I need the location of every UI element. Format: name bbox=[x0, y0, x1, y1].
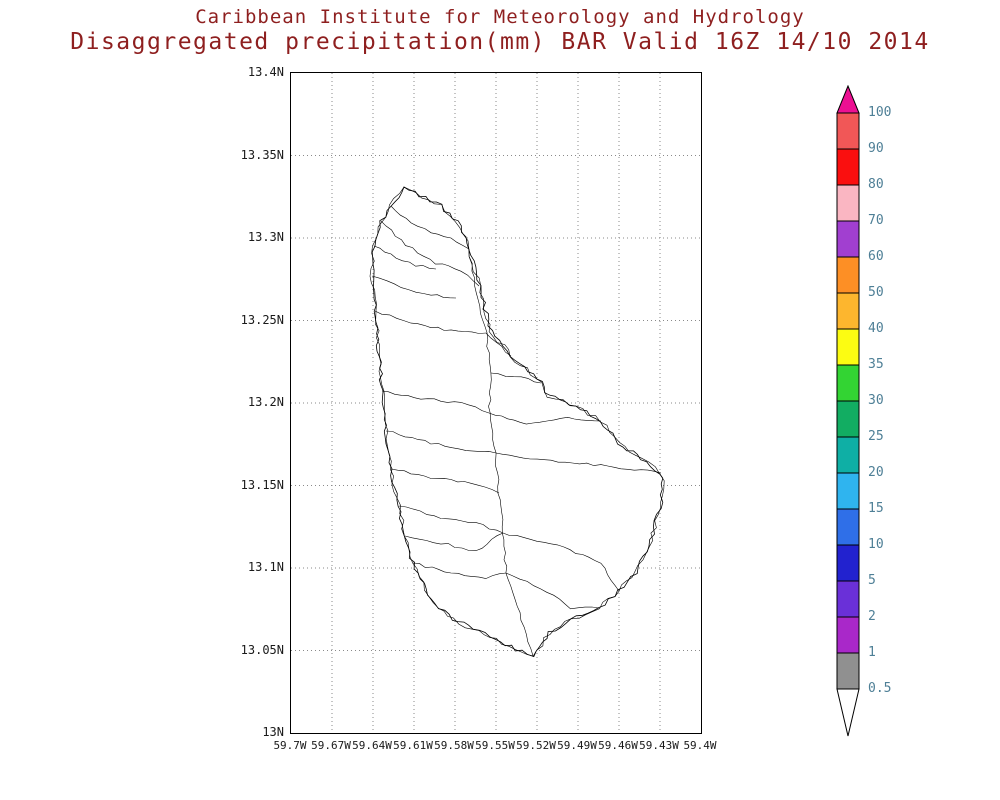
barbados-map bbox=[291, 73, 701, 733]
y-axis-tick-label: 13.3N bbox=[247, 230, 284, 244]
colorbar-tick-label: 30 bbox=[868, 393, 884, 408]
y-axis-tick-label: 13N bbox=[262, 725, 284, 739]
x-axis-tick-label: 59.46W bbox=[598, 739, 638, 752]
colorbar-segment bbox=[836, 292, 860, 330]
colorbar-tick-label: 35 bbox=[868, 357, 884, 372]
colorbar-tick-label: 15 bbox=[868, 501, 884, 516]
watershed-boundary-line bbox=[373, 245, 437, 270]
x-axis-tick-label: 59.49W bbox=[557, 739, 597, 752]
watershed-boundary-line bbox=[390, 205, 470, 250]
x-axis-tick-label: 59.43W bbox=[639, 739, 679, 752]
colorbar-segment bbox=[836, 616, 860, 654]
watershed-boundary-line bbox=[380, 220, 480, 287]
x-axis-tick-label: 59.61W bbox=[393, 739, 433, 752]
colorbar-segment bbox=[836, 652, 860, 690]
colorbar-tick-label: 25 bbox=[868, 429, 884, 444]
x-axis-tick-label: 59.7W bbox=[273, 739, 307, 752]
island-coastline-detail bbox=[369, 186, 665, 657]
watershed-boundary-line bbox=[505, 572, 600, 610]
y-axis-tick-label: 13.15N bbox=[240, 477, 284, 492]
watershed-boundary-line bbox=[398, 505, 504, 534]
island-coastline bbox=[371, 186, 664, 658]
watershed-boundary-line bbox=[490, 372, 542, 384]
colorbar-segment bbox=[836, 364, 860, 402]
colorbar-tick-label: 50 bbox=[868, 285, 884, 300]
colorbar-tick-label: 5 bbox=[868, 573, 876, 588]
colorbar-segment bbox=[836, 508, 860, 546]
colorbar-segment bbox=[836, 328, 860, 366]
y-axis-tick-label: 13.2N bbox=[247, 395, 284, 409]
x-axis-tick-label: 59.64W bbox=[352, 739, 392, 752]
colorbar-arrow-top bbox=[836, 85, 860, 114]
watershed-boundary-line bbox=[390, 468, 500, 494]
colorbar-segment bbox=[836, 580, 860, 618]
x-axis-tick-label: 59.58W bbox=[434, 739, 474, 752]
colorbar-segment bbox=[836, 400, 860, 438]
colorbar-tick-label: 70 bbox=[868, 213, 884, 228]
colorbar-segment bbox=[836, 220, 860, 258]
watershed-boundary-line bbox=[374, 310, 487, 334]
watershed-boundary-line bbox=[485, 332, 512, 357]
map-plot-area bbox=[290, 72, 702, 734]
y-axis-tick-label: 13.4N bbox=[247, 65, 284, 79]
colorbar-tick-label: 20 bbox=[868, 465, 884, 480]
colorbar-tick-label: 0.5 bbox=[868, 681, 892, 696]
colorbar-segment bbox=[836, 472, 860, 510]
watershed-boundary-line bbox=[371, 275, 457, 299]
colorbar-tick-label: 1 bbox=[868, 645, 876, 660]
colorbar-segment bbox=[836, 112, 860, 150]
institute-title: Caribbean Institute for Meteorology and … bbox=[195, 6, 805, 28]
colorbar-segment bbox=[836, 148, 860, 186]
colorbar-tick-label: 10 bbox=[868, 537, 884, 552]
y-axis-tick-label: 13.25N bbox=[240, 312, 284, 327]
watershed-boundary-line bbox=[488, 412, 602, 425]
x-axis-tick-label: 59.55W bbox=[475, 739, 515, 752]
watershed-boundary-line bbox=[495, 452, 662, 474]
watershed-boundary-line bbox=[381, 390, 490, 414]
colorbar-segment bbox=[836, 256, 860, 294]
watershed-boundary-line bbox=[404, 532, 504, 551]
watershed-boundary-line bbox=[412, 562, 507, 579]
colorbar-scale bbox=[836, 85, 860, 737]
colorbar-tick-label: 60 bbox=[868, 249, 884, 264]
watershed-boundary-line bbox=[385, 430, 497, 454]
y-axis-tick-label: 13.1N bbox=[247, 560, 284, 574]
colorbar-tick-label: 80 bbox=[868, 177, 884, 192]
colorbar-segment bbox=[836, 436, 860, 474]
y-axis-tick-label: 13.05N bbox=[240, 642, 284, 657]
colorbar-arrow-bottom bbox=[836, 688, 860, 737]
x-axis-tick-label: 59.52W bbox=[516, 739, 556, 752]
colorbar-tick-label: 90 bbox=[868, 141, 884, 156]
colorbar-tick-label: 40 bbox=[868, 321, 884, 336]
colorbar-tick-label: 100 bbox=[868, 105, 892, 120]
colorbar-tick-label: 2 bbox=[868, 609, 876, 624]
y-axis-tick-label: 13.35N bbox=[240, 147, 284, 162]
watershed-boundary-line bbox=[502, 532, 620, 592]
plot-title: Disaggregated precipitation(mm) BAR Vali… bbox=[70, 29, 930, 55]
x-axis-tick-label: 59.67W bbox=[311, 739, 351, 752]
colorbar-segment bbox=[836, 184, 860, 222]
x-axis-tick-label: 59.4W bbox=[683, 739, 717, 752]
colorbar-segment bbox=[836, 544, 860, 582]
